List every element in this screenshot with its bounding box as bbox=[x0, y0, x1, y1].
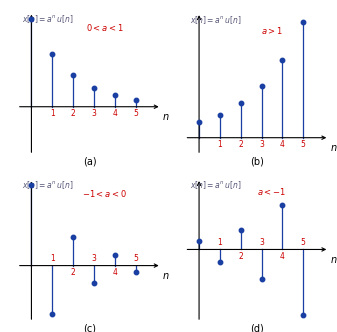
Text: (d): (d) bbox=[250, 323, 264, 332]
Text: 4: 4 bbox=[280, 252, 285, 261]
Text: 3: 3 bbox=[91, 109, 96, 118]
Text: $x[n] = a^n\,u[n]$: $x[n] = a^n\,u[n]$ bbox=[22, 180, 74, 191]
Text: 2: 2 bbox=[238, 252, 243, 261]
Text: (b): (b) bbox=[250, 157, 264, 167]
Text: $x[n] = a^n\,u[n]$: $x[n] = a^n\,u[n]$ bbox=[190, 14, 242, 26]
Text: 4: 4 bbox=[112, 109, 117, 118]
Text: 4: 4 bbox=[112, 268, 117, 277]
Text: $-1 < a < 0$: $-1 < a < 0$ bbox=[82, 188, 127, 199]
Text: 3: 3 bbox=[259, 238, 264, 247]
Text: 3: 3 bbox=[91, 254, 96, 263]
Text: $n$: $n$ bbox=[162, 271, 170, 281]
Text: 5: 5 bbox=[133, 109, 138, 118]
Text: 2: 2 bbox=[71, 268, 75, 277]
Text: $n$: $n$ bbox=[330, 143, 337, 153]
Text: $n$: $n$ bbox=[162, 112, 170, 122]
Text: 1: 1 bbox=[50, 109, 55, 118]
Text: $n$: $n$ bbox=[330, 255, 337, 265]
Text: $0 < a < 1$: $0 < a < 1$ bbox=[86, 22, 123, 33]
Text: (a): (a) bbox=[83, 157, 96, 167]
Text: 5: 5 bbox=[133, 254, 138, 263]
Text: $a > 1$: $a > 1$ bbox=[261, 25, 283, 36]
Text: 5: 5 bbox=[301, 140, 306, 149]
Text: 1: 1 bbox=[217, 140, 222, 149]
Text: 1: 1 bbox=[50, 254, 55, 263]
Text: 2: 2 bbox=[238, 140, 243, 149]
Text: $a < -1$: $a < -1$ bbox=[257, 186, 286, 197]
Text: 5: 5 bbox=[301, 238, 306, 247]
Text: $x[n] = a^n\,u[n]$: $x[n] = a^n\,u[n]$ bbox=[22, 13, 74, 25]
Text: (c): (c) bbox=[83, 323, 96, 332]
Text: $x[n] = a^n\,u[n]$: $x[n] = a^n\,u[n]$ bbox=[190, 179, 242, 191]
Text: 1: 1 bbox=[217, 238, 222, 247]
Text: 3: 3 bbox=[259, 140, 264, 149]
Text: 4: 4 bbox=[280, 140, 285, 149]
Text: 2: 2 bbox=[71, 109, 75, 118]
